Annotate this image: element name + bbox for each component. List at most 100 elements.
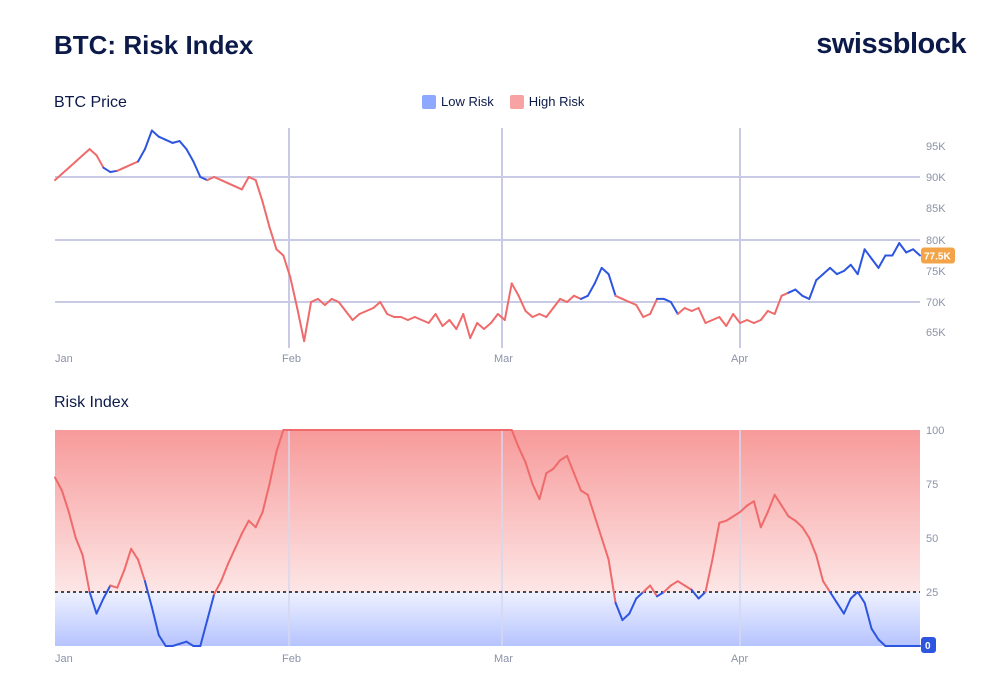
price-line-segment bbox=[54, 172, 63, 182]
price-line-segment bbox=[870, 257, 880, 269]
price-line-segment bbox=[877, 254, 887, 269]
risk-line-segment bbox=[573, 472, 582, 492]
risk-line-segment bbox=[600, 537, 610, 561]
risk-line-segment bbox=[649, 584, 659, 598]
price-line-segment bbox=[143, 129, 153, 151]
price-line-segment bbox=[316, 297, 326, 306]
price-y-tick-label: 75K bbox=[926, 266, 946, 278]
price-line-segment bbox=[538, 313, 548, 318]
risk-high-zone bbox=[55, 430, 920, 592]
price-line-segment bbox=[489, 313, 499, 324]
price-line-segment bbox=[372, 301, 382, 309]
risk-line-segment bbox=[88, 591, 98, 615]
price-line-segment bbox=[746, 319, 755, 324]
price-y-tick-label: 65K bbox=[926, 327, 946, 339]
risk-line-segment bbox=[607, 558, 617, 604]
price-line-segment bbox=[323, 297, 333, 306]
price-line-segment bbox=[690, 307, 700, 312]
legend-swatch-low-risk bbox=[422, 94, 436, 109]
risk-line-segment bbox=[690, 588, 700, 600]
price-line-segment bbox=[711, 316, 721, 321]
price-line-segment bbox=[150, 129, 160, 138]
price-line-segment bbox=[233, 185, 243, 191]
risk-line-segment bbox=[545, 467, 555, 475]
risk-line-segment bbox=[829, 591, 838, 604]
price-line-segment bbox=[178, 140, 188, 151]
price-line-segment bbox=[268, 226, 278, 251]
price-line-segment bbox=[566, 294, 575, 303]
risk-line-segment bbox=[766, 493, 776, 514]
price-y-tick-label: 85K bbox=[926, 203, 946, 215]
risk-line-segment bbox=[579, 489, 589, 496]
price-line-segment bbox=[552, 297, 562, 309]
price-line-segment bbox=[573, 294, 582, 300]
price-line-segment bbox=[801, 294, 811, 300]
risk-line-segment bbox=[517, 446, 527, 464]
price-line-segment bbox=[289, 276, 299, 309]
risk-chart: 100 75 50 25 Jan Feb Mar Apr 0 bbox=[54, 425, 944, 665]
price-line-segment bbox=[815, 273, 825, 282]
price-chart: 95K 90K 85K 80K 75K 70K 65K Jan Feb Mar Apr 77.5K bbox=[54, 128, 955, 365]
price-line-segment bbox=[282, 254, 292, 279]
price-line-segment bbox=[275, 248, 285, 257]
price-line-segment bbox=[462, 313, 472, 340]
price-line-segment bbox=[773, 294, 783, 315]
price-line-segment bbox=[413, 316, 423, 321]
risk-line-segment bbox=[808, 537, 818, 557]
chart-legend: Low Risk High Risk bbox=[422, 94, 584, 109]
risk-x-tick-label: Mar bbox=[494, 653, 513, 665]
price-line-segment bbox=[600, 266, 610, 276]
risk-line-segment bbox=[102, 584, 112, 600]
risk-line-segment bbox=[566, 454, 575, 475]
price-line-segment bbox=[420, 319, 430, 324]
price-line-segment bbox=[379, 301, 389, 315]
price-line-segment bbox=[683, 307, 693, 312]
legend-item-high-risk[interactable]: High Risk bbox=[509, 94, 584, 109]
price-line-segment bbox=[559, 297, 569, 303]
risk-line-segment bbox=[739, 504, 748, 514]
risk-line-segment bbox=[150, 606, 160, 637]
price-line-segment bbox=[81, 148, 91, 157]
risk-line-segment bbox=[74, 537, 84, 557]
risk-line-segment bbox=[123, 547, 133, 572]
risk-line-segment bbox=[275, 429, 285, 453]
risk-line-segment bbox=[81, 554, 91, 593]
risk-line-segment bbox=[725, 515, 735, 522]
risk-line-segment bbox=[835, 601, 845, 615]
price-line-segment bbox=[164, 138, 174, 144]
price-line-segment bbox=[171, 140, 181, 144]
price-line-segment bbox=[766, 310, 776, 315]
price-line-segment bbox=[496, 313, 506, 321]
risk-line-segment bbox=[233, 532, 243, 550]
price-line-segment bbox=[344, 310, 354, 321]
price-line-segment bbox=[593, 266, 603, 285]
price-line-segment bbox=[476, 322, 486, 330]
risk-line-segment bbox=[60, 489, 70, 514]
legend-swatch-high-risk bbox=[509, 94, 524, 109]
price-line-segment bbox=[676, 307, 686, 315]
risk-line-segment bbox=[220, 562, 229, 583]
price-line-segment bbox=[469, 322, 479, 340]
price-line-segment bbox=[905, 248, 915, 254]
price-line-segment bbox=[365, 307, 375, 312]
price-line-segment bbox=[406, 316, 416, 321]
price-line-segment bbox=[67, 160, 77, 169]
risk-line-segment bbox=[227, 547, 236, 565]
risk-line-segment bbox=[593, 515, 603, 539]
price-line-segment bbox=[829, 266, 838, 276]
price-line-segment bbox=[247, 176, 257, 182]
price-line-segment bbox=[206, 176, 216, 182]
risk-line-segment bbox=[815, 554, 825, 583]
price-x-tick-label: Jan bbox=[55, 353, 73, 365]
risk-line-segment bbox=[642, 584, 652, 593]
risk-y-tick-label: 25 bbox=[926, 587, 938, 599]
price-line-segment bbox=[586, 282, 596, 297]
page-title: BTC: Risk Index bbox=[54, 30, 254, 60]
price-line-segment bbox=[531, 313, 541, 318]
price-line-segment bbox=[856, 248, 866, 276]
legend-item-low-risk[interactable]: Low Risk bbox=[422, 94, 494, 109]
risk-line-segment bbox=[559, 454, 569, 462]
risk-line-segment bbox=[759, 511, 769, 529]
risk-line-segment bbox=[863, 601, 873, 630]
